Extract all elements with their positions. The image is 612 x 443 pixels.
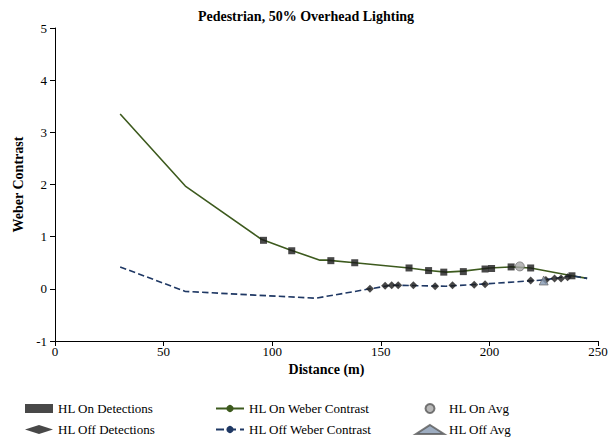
svg-text:4: 4 (41, 73, 48, 88)
svg-text:1: 1 (41, 229, 48, 244)
svg-text:Distance (m): Distance (m) (289, 362, 365, 378)
svg-text:50: 50 (157, 344, 170, 359)
svg-text:HL Off Avg: HL Off Avg (449, 422, 511, 437)
svg-text:100: 100 (262, 344, 282, 359)
svg-text:Weber Contrast: Weber Contrast (11, 136, 26, 232)
svg-text:2: 2 (41, 177, 48, 192)
svg-text:0: 0 (52, 344, 59, 359)
svg-text:HL On Detections: HL On Detections (58, 401, 153, 416)
svg-text:0: 0 (41, 281, 48, 296)
svg-text:Pedestrian, 50% Overhead Light: Pedestrian, 50% Overhead Lighting (198, 9, 414, 24)
svg-text:200: 200 (480, 344, 500, 359)
svg-text:HL Off Weber Contrast: HL Off Weber Contrast (249, 422, 371, 437)
svg-text:HL On Weber Contrast: HL On Weber Contrast (249, 401, 369, 416)
svg-text:HL On Avg: HL On Avg (449, 401, 509, 416)
svg-text:250: 250 (588, 344, 608, 359)
svg-text:5: 5 (41, 21, 48, 36)
svg-text:3: 3 (41, 125, 48, 140)
svg-text:-1: -1 (36, 334, 47, 349)
svg-text:HL Off Detections: HL Off Detections (58, 422, 155, 437)
svg-text:150: 150 (371, 344, 391, 359)
